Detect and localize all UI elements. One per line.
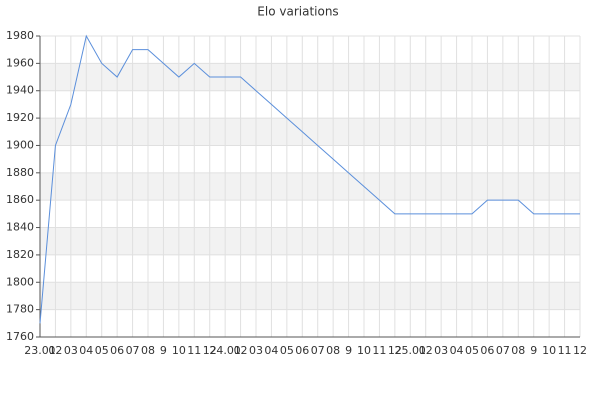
x-tick-label: 9 <box>160 344 167 357</box>
x-tick-label: 06 <box>480 344 494 357</box>
x-tick-label: 25.01 <box>395 344 427 357</box>
x-tick-label: 05 <box>95 344 109 357</box>
x-tick-label: 05 <box>465 344 479 357</box>
y-tick-label: 1940 <box>6 84 34 97</box>
grid-band <box>40 282 580 310</box>
y-tick-label: 1760 <box>6 330 34 343</box>
grid-band <box>40 227 580 255</box>
x-tick-label: 24.01 <box>209 344 241 357</box>
x-tick-label: 11 <box>558 344 572 357</box>
x-tick-label: 04 <box>450 344 464 357</box>
x-tick-label: 9 <box>345 344 352 357</box>
x-tick-label: 9 <box>530 344 537 357</box>
x-tick-label: 10 <box>357 344 371 357</box>
y-tick-label: 1960 <box>6 56 34 69</box>
x-tick-label: 04 <box>264 344 278 357</box>
x-tick-label: 10 <box>172 344 186 357</box>
y-tick-label: 1920 <box>6 111 34 124</box>
x-tick-label: 06 <box>295 344 309 357</box>
grid-band <box>40 63 580 91</box>
x-tick-label: 08 <box>511 344 525 357</box>
x-tick-label: 03 <box>434 344 448 357</box>
x-tick-label: 05 <box>280 344 294 357</box>
x-tick-label: 08 <box>326 344 340 357</box>
x-tick-label: 07 <box>126 344 140 357</box>
line <box>39 34 580 324</box>
x-tick-label: 10 <box>542 344 556 357</box>
chart-title: Elo variations <box>257 5 338 19</box>
x-tick-label: 03 <box>249 344 263 357</box>
x-tick-label: 08 <box>141 344 155 357</box>
x-tick-label: 07 <box>311 344 325 357</box>
x-tick-label: 02 <box>419 344 433 357</box>
x-tick-label: 03 <box>64 344 78 357</box>
y-tick-label: 1800 <box>6 275 34 288</box>
x-tick-label: 12 <box>388 344 402 357</box>
x-tick-label: 06 <box>110 344 124 357</box>
y-tick-label: 1860 <box>6 193 34 206</box>
x-tick-label: 11 <box>372 344 386 357</box>
y-tick-label: 1980 <box>6 29 34 42</box>
x-tick-label: 12 <box>203 344 217 357</box>
y-tick-label: 1900 <box>6 138 34 151</box>
y-tick-label: 1880 <box>6 166 34 179</box>
y-tick-label: 1840 <box>6 221 34 234</box>
x-tick-label: 23.01 <box>24 344 56 357</box>
x-tick-label: 12 <box>573 344 587 357</box>
y-tick-label: 1820 <box>6 248 34 261</box>
x-tick-label: 07 <box>496 344 510 357</box>
x-tick-label: 04 <box>79 344 93 357</box>
y-tick-label: 1780 <box>6 303 34 316</box>
grid-band <box>40 172 580 201</box>
x-tick-label: 02 <box>234 344 248 357</box>
x-tick-label: 11 <box>187 344 201 357</box>
grid-band <box>40 118 580 146</box>
x-tick-label: 02 <box>48 344 62 357</box>
